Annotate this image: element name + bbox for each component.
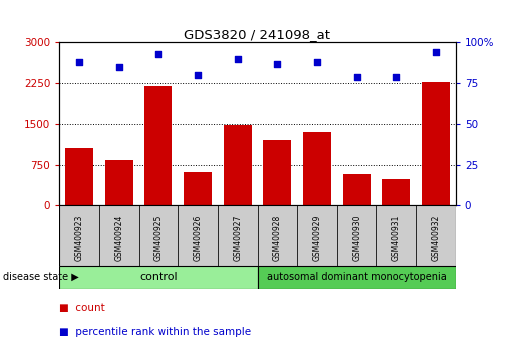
Bar	[264, 140, 291, 205]
Text: ■  count: ■ count	[59, 303, 105, 313]
Text: disease state ▶: disease state ▶	[3, 272, 78, 282]
Point	[352, 74, 360, 80]
Text: autosomal dominant monocytopenia: autosomal dominant monocytopenia	[267, 272, 447, 282]
Bar	[343, 174, 370, 205]
Bar	[59, 205, 99, 266]
Bar	[99, 205, 139, 266]
Bar	[59, 266, 258, 289]
Text: control: control	[139, 272, 178, 282]
Bar	[184, 172, 212, 205]
Text: GSM400930: GSM400930	[352, 214, 361, 261]
Bar	[337, 205, 376, 266]
Bar	[376, 205, 416, 266]
Title: GDS3820 / 241098_at: GDS3820 / 241098_at	[184, 28, 331, 41]
Point	[154, 51, 162, 57]
Text: GSM400931: GSM400931	[392, 214, 401, 261]
Text: GSM400925: GSM400925	[154, 214, 163, 261]
Text: GSM400932: GSM400932	[432, 214, 440, 261]
Point	[114, 64, 123, 70]
Bar	[224, 125, 251, 205]
Point	[313, 59, 321, 65]
Text: ■  percentile rank within the sample: ■ percentile rank within the sample	[59, 327, 251, 337]
Point	[432, 50, 440, 55]
Point	[75, 59, 83, 65]
Text: GSM400927: GSM400927	[233, 214, 242, 261]
Bar	[105, 160, 132, 205]
Bar	[65, 148, 93, 205]
Bar	[297, 205, 337, 266]
Text: GSM400929: GSM400929	[313, 214, 321, 261]
Bar	[383, 179, 410, 205]
Bar	[139, 205, 178, 266]
Bar	[422, 81, 450, 205]
Point	[273, 61, 281, 67]
Bar	[258, 266, 456, 289]
Bar	[416, 205, 456, 266]
Text: GSM400924: GSM400924	[114, 214, 123, 261]
Text: GSM400926: GSM400926	[194, 214, 202, 261]
Point	[233, 56, 242, 62]
Point	[194, 72, 202, 78]
Point	[392, 74, 401, 80]
Text: GSM400923: GSM400923	[75, 214, 83, 261]
Bar	[178, 205, 218, 266]
Text: GSM400928: GSM400928	[273, 214, 282, 261]
Bar	[258, 205, 297, 266]
Bar	[303, 132, 331, 205]
Bar	[145, 86, 172, 205]
Bar	[218, 205, 258, 266]
